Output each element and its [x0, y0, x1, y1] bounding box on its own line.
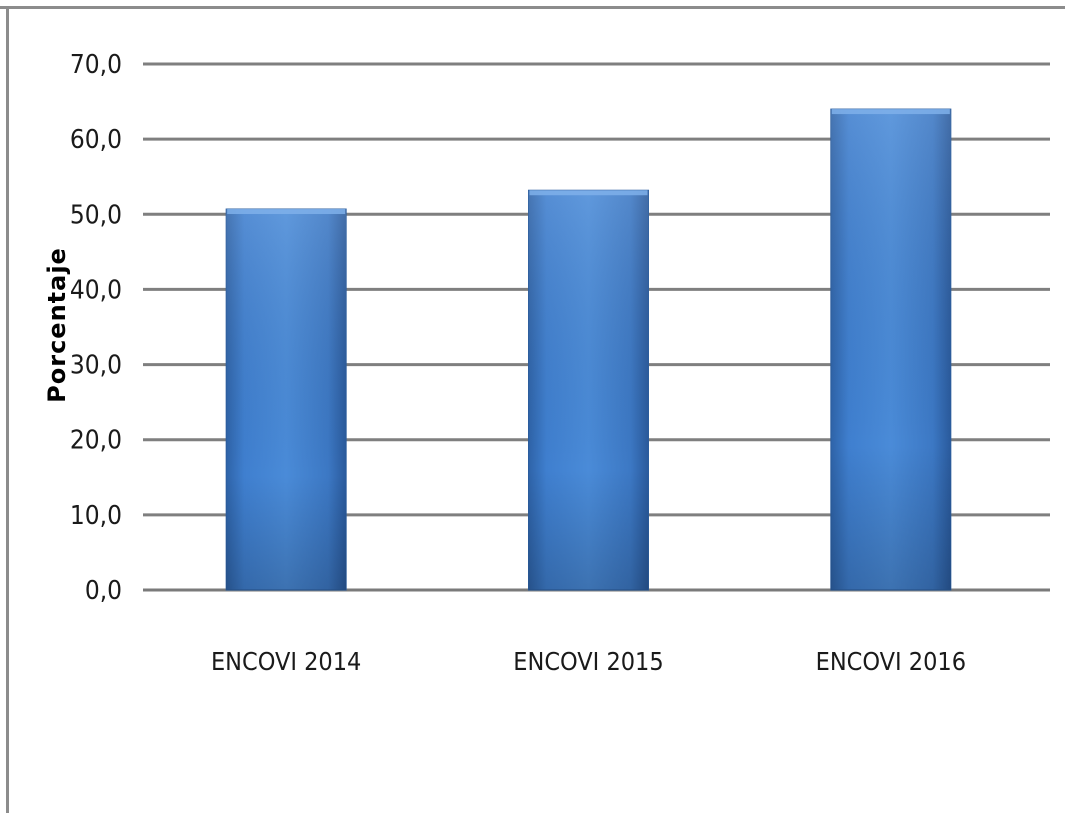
y-axis-label: Porcentaje: [43, 247, 71, 403]
y-axis-ticks: 0,0 10,0 20,0 30,0 40,0 50,0 60,0 70,0: [70, 50, 122, 606]
frame-left-border: [6, 6, 9, 813]
y-tick-label: 50,0: [70, 200, 122, 230]
x-tick-label: ENCOVI 2014: [211, 647, 361, 676]
x-axis-ticks: ENCOVI 2014 ENCOVI 2015 ENCOVI 2016: [211, 647, 966, 676]
bar-top-highlight: [529, 190, 648, 196]
bars: [225, 108, 952, 591]
y-tick-label: 70,0: [70, 50, 122, 80]
bar-shading: [528, 190, 649, 591]
y-tick-label: 40,0: [70, 275, 122, 305]
bar-top-highlight: [831, 109, 950, 115]
bar-top-highlight: [227, 209, 346, 215]
y-tick-label: 10,0: [70, 501, 122, 531]
bar-shading: [226, 209, 347, 591]
y-tick-label: 0,0: [85, 576, 122, 606]
x-tick-label: ENCOVI 2016: [816, 647, 966, 676]
frame-top-border: [0, 6, 1065, 9]
bar-shading: [830, 109, 951, 590]
x-tick-label: ENCOVI 2015: [513, 647, 663, 676]
y-tick-label: 20,0: [70, 426, 122, 456]
y-tick-label: 60,0: [70, 125, 122, 155]
y-tick-label: 30,0: [70, 351, 122, 381]
